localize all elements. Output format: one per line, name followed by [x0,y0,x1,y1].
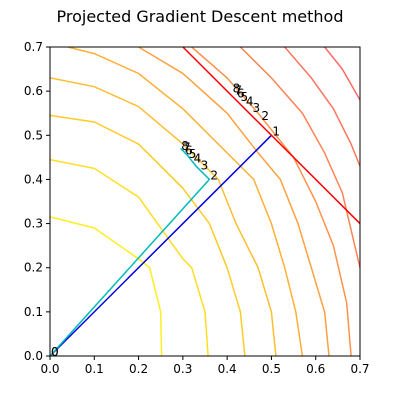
x-tick-label: 0.7 [350,362,369,376]
step-label: 3 [253,101,261,115]
step-label: 2 [261,109,269,123]
constraint-line-red [182,47,360,225]
y-tick-label: 0.4 [24,172,43,186]
contour-line-9 [284,47,360,167]
contour-line-3 [50,114,246,356]
step-label: 1 [272,124,280,138]
y-tick-label: 0.6 [24,84,43,98]
y-axis: 0.0 0.1 0.2 0.3 0.4 0.5 0.6 0.7 [24,40,50,363]
step-label: 6 [237,86,245,100]
step-label: 2 [210,168,218,182]
y-tick-label: 0.1 [24,305,43,319]
x-axis: 0.0 0.1 0.2 0.3 0.4 0.5 0.6 0.7 [40,356,370,376]
y-tick-label: 0.5 [24,128,43,142]
step-label: 5 [189,147,197,161]
chart-title: Projected Gradient Descent method [57,7,344,26]
series-line-cyan [50,147,211,356]
step-label: 8 [233,81,241,95]
contour-line-6 [138,47,330,356]
x-tick-label: 0.2 [129,362,148,376]
series-layer [50,47,360,356]
step-label: 6 [185,143,193,157]
series-line-blue [50,134,272,356]
contour-line-1 [50,216,163,356]
y-tick-label: 0.7 [24,40,43,54]
contour-line-7 [191,47,352,356]
x-tick-label: 0.3 [173,362,192,376]
x-tick-label: 0.4 [218,362,237,376]
step-label: 7 [183,141,191,155]
step-label: 0 [51,345,59,359]
x-tick-label: 0.6 [306,362,325,376]
x-tick-label: 0.5 [262,362,281,376]
y-tick-label: 0.3 [24,217,43,231]
plot-frame [49,46,361,357]
step-label: 8 [181,139,189,153]
x-tick-label: 0.1 [85,362,104,376]
y-tick-label: 0.2 [24,261,43,275]
step-label: 5 [241,90,249,104]
contour-line-10 [324,47,360,101]
step-label: 4 [194,152,202,166]
step-label: 3 [201,158,209,172]
contour-line-4 [50,77,277,356]
step-label: 7 [234,84,242,98]
y-tick-label: 0.0 [24,349,43,363]
step-label: 4 [246,95,254,109]
contour-line-8 [239,47,360,268]
contour-line-2 [50,158,209,356]
x-tick-label: 0.0 [40,362,59,376]
step-label: 0 [51,345,59,359]
